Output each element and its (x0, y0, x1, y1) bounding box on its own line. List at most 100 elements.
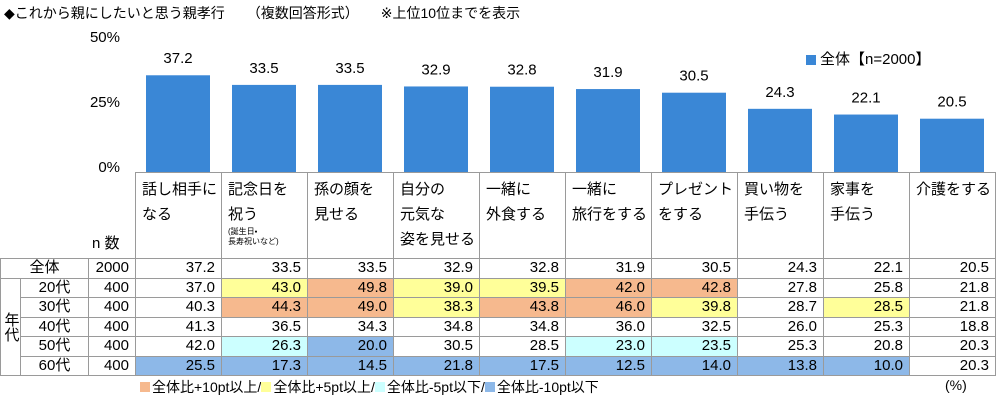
data-cell: 24.3 (737, 258, 824, 279)
data-cell: 10.0 (823, 355, 910, 376)
legend-swatch (140, 382, 150, 392)
data-cell: 23.5 (651, 336, 738, 357)
data-cell: 20.5 (909, 258, 996, 279)
category-header: 話し相手に なる (135, 172, 222, 259)
data-cell: 20.3 (909, 336, 996, 357)
data-cell: 32.9 (393, 258, 480, 279)
data-cell: 39.8 (651, 297, 738, 318)
category-header: 一緒に 外食する (479, 172, 566, 259)
data-cell: 23.0 (565, 336, 652, 357)
legend-swatch (806, 55, 816, 65)
value-label: 20.5 (937, 94, 966, 111)
data-cell: 42.8 (651, 277, 738, 298)
data-cell: 38.3 (393, 297, 480, 318)
bar (404, 86, 468, 172)
bar (318, 84, 382, 172)
row-label: 40代 (20, 316, 89, 337)
n-cell: 400 (88, 297, 136, 318)
data-cell: 33.5 (307, 258, 394, 279)
y-tick-label: 25% (90, 94, 120, 111)
data-cell: 33.5 (221, 258, 308, 279)
category-label: 介護をする (916, 181, 992, 198)
group-label: 年代 (0, 277, 21, 376)
category-label: 孫の顔を 見せる (314, 181, 375, 223)
row-label: 全体 (0, 258, 89, 279)
data-cell: 28.5 (823, 297, 910, 318)
data-cell: 34.3 (307, 316, 394, 337)
data-cell: 21.8 (393, 355, 480, 376)
data-cell: 17.3 (221, 355, 308, 376)
category-label: 自分の 元気な 姿を見せる (400, 181, 476, 248)
title-bar: ◆これから親にしたいと思う親孝行 （複数回答形式） ※上位10位までを表示 (4, 3, 542, 23)
value-label: 33.5 (335, 60, 364, 77)
category-label: 記念日を 祝う (228, 181, 289, 223)
chart-subtitle: （複数回答形式） (246, 5, 359, 21)
data-cell: 26.3 (221, 336, 308, 357)
legend-label: 全体比-10pt以下 (496, 379, 599, 395)
y-tick-label: 0% (98, 159, 120, 175)
data-cell: 37.0 (135, 277, 222, 298)
category-note: (誕生日・ 長寿祝いなど) (228, 227, 279, 246)
category-label: プレゼント をする (658, 181, 734, 223)
data-cell: 20.8 (823, 336, 910, 357)
legend-swatch (261, 382, 272, 392)
bar (920, 118, 984, 172)
data-cell: 31.9 (565, 258, 652, 279)
legend-item: 全体比+10pt以上/ (140, 377, 261, 397)
category-label: 一緒に 旅行をする (572, 181, 648, 223)
data-cell: 34.8 (393, 316, 480, 337)
data-cell: 40.3 (135, 297, 222, 318)
data-cell: 34.8 (479, 316, 566, 337)
bar (232, 84, 296, 172)
legend-label: 全体比-5pt以下/ (386, 379, 485, 395)
data-cell: 32.5 (651, 316, 738, 337)
unit: (%) (945, 377, 967, 393)
value-label: 30.5 (679, 68, 708, 85)
data-cell: 21.8 (909, 297, 996, 318)
data-cell: 46.0 (565, 297, 652, 318)
data-cell: 43.8 (479, 297, 566, 318)
category-label: 買い物を 手伝う (744, 181, 805, 223)
value-label: 33.5 (249, 60, 278, 77)
data-cell: 30.5 (393, 336, 480, 357)
value-label: 24.3 (765, 84, 794, 101)
row-label: 50代 (20, 336, 89, 357)
data-cell: 30.5 (651, 258, 738, 279)
n-cell: 400 (88, 277, 136, 298)
category-header: プレゼント をする (651, 172, 738, 259)
category-header: 自分の 元気な 姿を見せる (393, 172, 480, 259)
data-cell: 21.8 (909, 277, 996, 298)
data-cell: 42.0 (135, 336, 222, 357)
chart: 0% 25% 50% 37.2 33.5 33.5 32.9 32.8 31.9 30.5 24.3… (90, 29, 984, 175)
bar (146, 75, 210, 172)
category-header: 一緒に 旅行をする (565, 172, 652, 259)
bar (834, 114, 898, 172)
data-cell: 20.3 (909, 355, 996, 376)
table-legend: 全体比+10pt以上/全体比+5pt以上/全体比-5pt以下/全体比-10pt以… (140, 377, 599, 397)
legend-item: 全体比-5pt以下/ (374, 377, 485, 397)
category-header: 介護をする (909, 172, 996, 259)
data-cell: 14.5 (307, 355, 394, 376)
chart-note: ※上位10位までを表示 (380, 5, 521, 21)
data-cell: 42.0 (565, 277, 652, 298)
data-cell: 22.1 (823, 258, 910, 279)
category-label: 家事を 手伝う (830, 181, 876, 223)
data-cell: 39.5 (479, 277, 566, 298)
n-cell: 2000 (88, 258, 136, 279)
value-label: 31.9 (593, 64, 622, 81)
data-cell: 25.3 (823, 316, 910, 337)
legend-item: 全体比+5pt以上/ (261, 377, 375, 397)
category-header: 記念日を 祝う (誕生日・ 長寿祝いなど) (221, 172, 308, 259)
data-cell: 18.8 (909, 316, 996, 337)
legend-label: 全体比+10pt以上/ (152, 379, 262, 395)
data-cell: 28.7 (737, 297, 824, 318)
data-cell: 25.8 (823, 277, 910, 298)
category-header: 買い物を 手伝う (737, 172, 824, 259)
n-cell: 400 (88, 316, 136, 337)
value-label: 32.8 (507, 62, 536, 79)
legend-label: 全体比+5pt以上/ (273, 379, 375, 395)
data-cell: 25.5 (135, 355, 222, 376)
n-cell: 400 (88, 355, 136, 376)
n-cell: 400 (88, 336, 136, 357)
data-cell: 32.8 (479, 258, 566, 279)
